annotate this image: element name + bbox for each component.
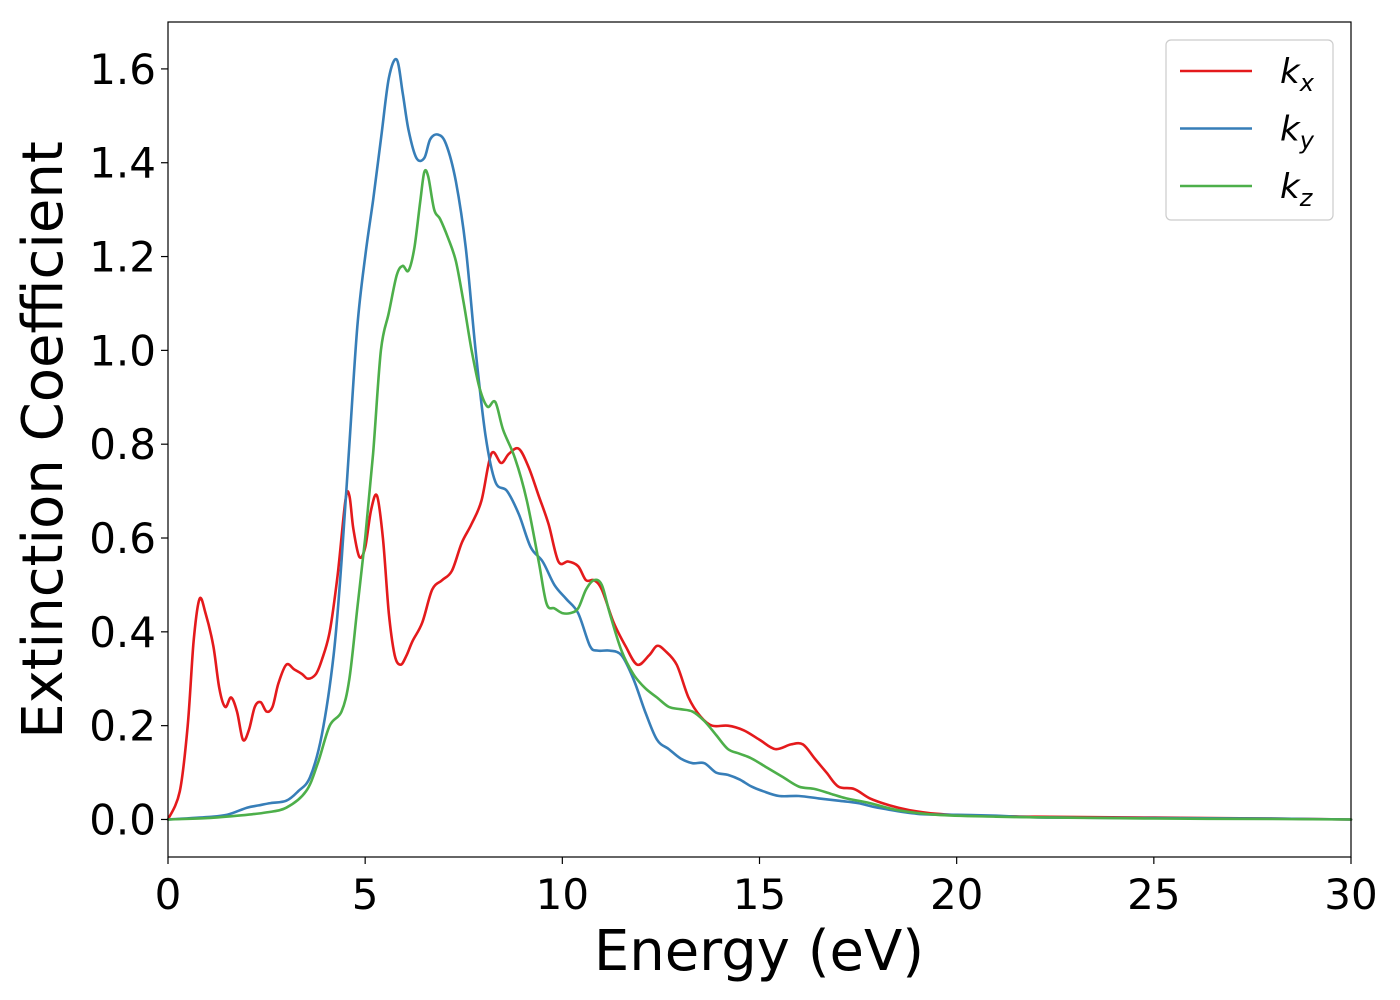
y-tick-label: 0.2 xyxy=(89,702,156,751)
y-tick-label: 0.8 xyxy=(89,420,156,469)
x-tick-label: 5 xyxy=(352,870,379,919)
x-tick-label: 0 xyxy=(155,870,182,919)
y-tick-label: 1.4 xyxy=(89,139,156,188)
y-tick-label: 1.0 xyxy=(89,326,156,375)
series-layer xyxy=(166,57,1353,821)
series-line-x xyxy=(166,446,1353,821)
y-tick-label: 1.2 xyxy=(89,233,156,282)
plot-area xyxy=(168,22,1351,857)
x-tick-label: 20 xyxy=(930,870,983,919)
x-tick-label: 25 xyxy=(1127,870,1180,919)
legend-label-x: kx xyxy=(1280,52,1315,97)
x-tick-label: 30 xyxy=(1324,870,1377,919)
legend-label-y: ky xyxy=(1280,110,1315,155)
x-axis-title: Energy (eV) xyxy=(594,919,924,984)
y-axis: 0.0 0.2 0.4 0.6 0.8 1.0 1.2 1.4 1.6 xyxy=(89,45,168,844)
legend-label-z: kz xyxy=(1280,167,1314,212)
y-tick-label: 0.0 xyxy=(89,795,156,844)
y-axis-title: Extinction Coefficient xyxy=(11,141,76,739)
y-tick-label: 0.6 xyxy=(89,514,156,563)
legend-box xyxy=(1165,39,1334,221)
x-tick-label: 15 xyxy=(733,870,786,919)
series-line-z xyxy=(166,168,1353,821)
legend: kx ky kz xyxy=(1165,39,1334,221)
y-tick-label: 0.4 xyxy=(89,608,156,657)
x-axis: 0 5 10 15 20 25 30 xyxy=(155,857,1378,919)
x-tick-label: 10 xyxy=(536,870,589,919)
series-line-y xyxy=(166,57,1353,821)
y-tick-label: 1.6 xyxy=(89,45,156,94)
